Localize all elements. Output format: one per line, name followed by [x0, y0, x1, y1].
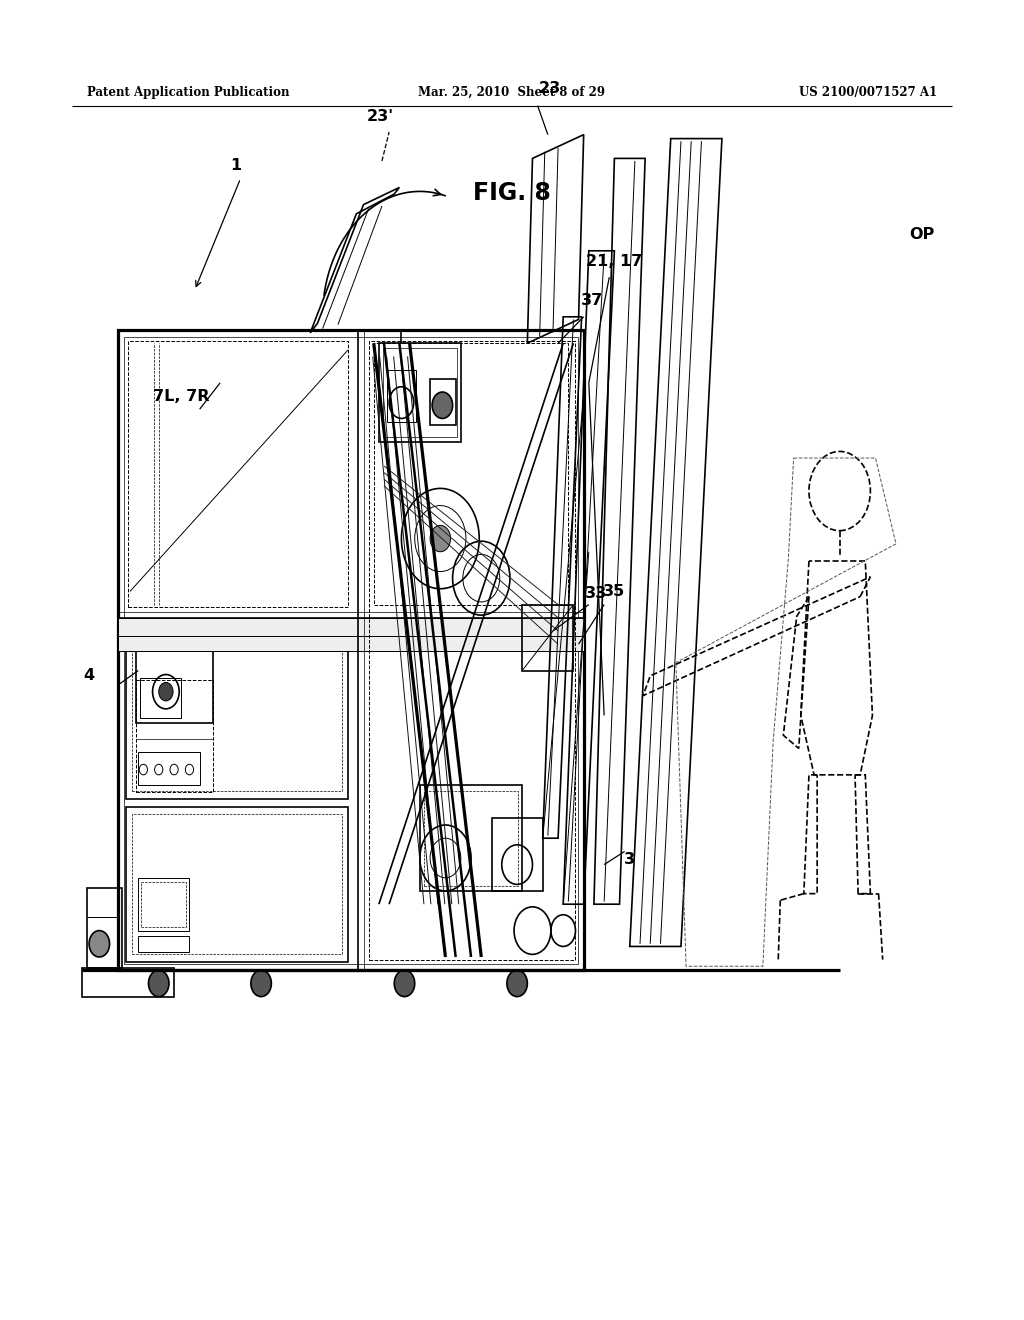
Bar	[132, 814, 342, 954]
Bar	[420, 785, 522, 891]
Bar	[387, 370, 416, 422]
Bar	[136, 680, 213, 792]
Bar	[138, 878, 189, 931]
Bar	[124, 337, 578, 964]
Bar	[430, 379, 456, 425]
Circle shape	[147, 623, 164, 644]
Bar	[383, 348, 457, 437]
Text: US 2100/0071527 A1: US 2100/0071527 A1	[799, 86, 937, 99]
Circle shape	[260, 623, 276, 644]
Text: FIG. 8: FIG. 8	[473, 181, 551, 205]
Bar	[379, 343, 461, 442]
Circle shape	[394, 970, 415, 997]
Text: Mar. 25, 2010  Sheet 8 of 29: Mar. 25, 2010 Sheet 8 of 29	[419, 86, 605, 99]
Bar	[128, 341, 348, 607]
Circle shape	[89, 931, 110, 957]
Circle shape	[251, 970, 271, 997]
Text: 35: 35	[603, 583, 626, 599]
Circle shape	[328, 623, 344, 644]
Circle shape	[283, 623, 299, 644]
Text: 37: 37	[581, 293, 603, 309]
Circle shape	[350, 623, 367, 644]
Circle shape	[148, 970, 169, 997]
Text: Patent Application Publication: Patent Application Publication	[87, 86, 290, 99]
Bar	[126, 624, 348, 799]
Circle shape	[170, 623, 186, 644]
Bar	[138, 936, 189, 952]
Circle shape	[430, 525, 451, 552]
Bar	[118, 618, 584, 651]
Bar	[522, 605, 573, 671]
Bar	[374, 343, 568, 605]
Bar	[118, 330, 584, 970]
Bar	[136, 640, 213, 723]
Circle shape	[305, 623, 322, 644]
Text: 7L, 7R: 7L, 7R	[153, 388, 210, 404]
Text: 23: 23	[539, 81, 561, 96]
Text: 4: 4	[84, 668, 94, 684]
Bar	[369, 341, 575, 960]
Text: OP: OP	[909, 227, 934, 243]
Circle shape	[432, 392, 453, 418]
Circle shape	[159, 682, 173, 701]
Circle shape	[507, 970, 527, 997]
Text: 23': 23'	[367, 108, 393, 124]
Bar	[492, 818, 543, 891]
Circle shape	[125, 623, 141, 644]
Bar	[87, 888, 122, 968]
Text: 33: 33	[585, 586, 607, 602]
Circle shape	[238, 623, 254, 644]
Bar	[132, 632, 342, 791]
Bar	[140, 678, 181, 718]
Bar	[424, 791, 518, 886]
Bar	[82, 968, 174, 997]
Bar	[138, 752, 200, 785]
Bar	[126, 807, 348, 962]
Text: 3: 3	[625, 851, 635, 867]
Text: 21, 17: 21, 17	[587, 253, 642, 269]
Bar	[141, 882, 186, 927]
Text: 1: 1	[230, 157, 241, 173]
Circle shape	[215, 623, 231, 644]
Circle shape	[193, 623, 209, 644]
